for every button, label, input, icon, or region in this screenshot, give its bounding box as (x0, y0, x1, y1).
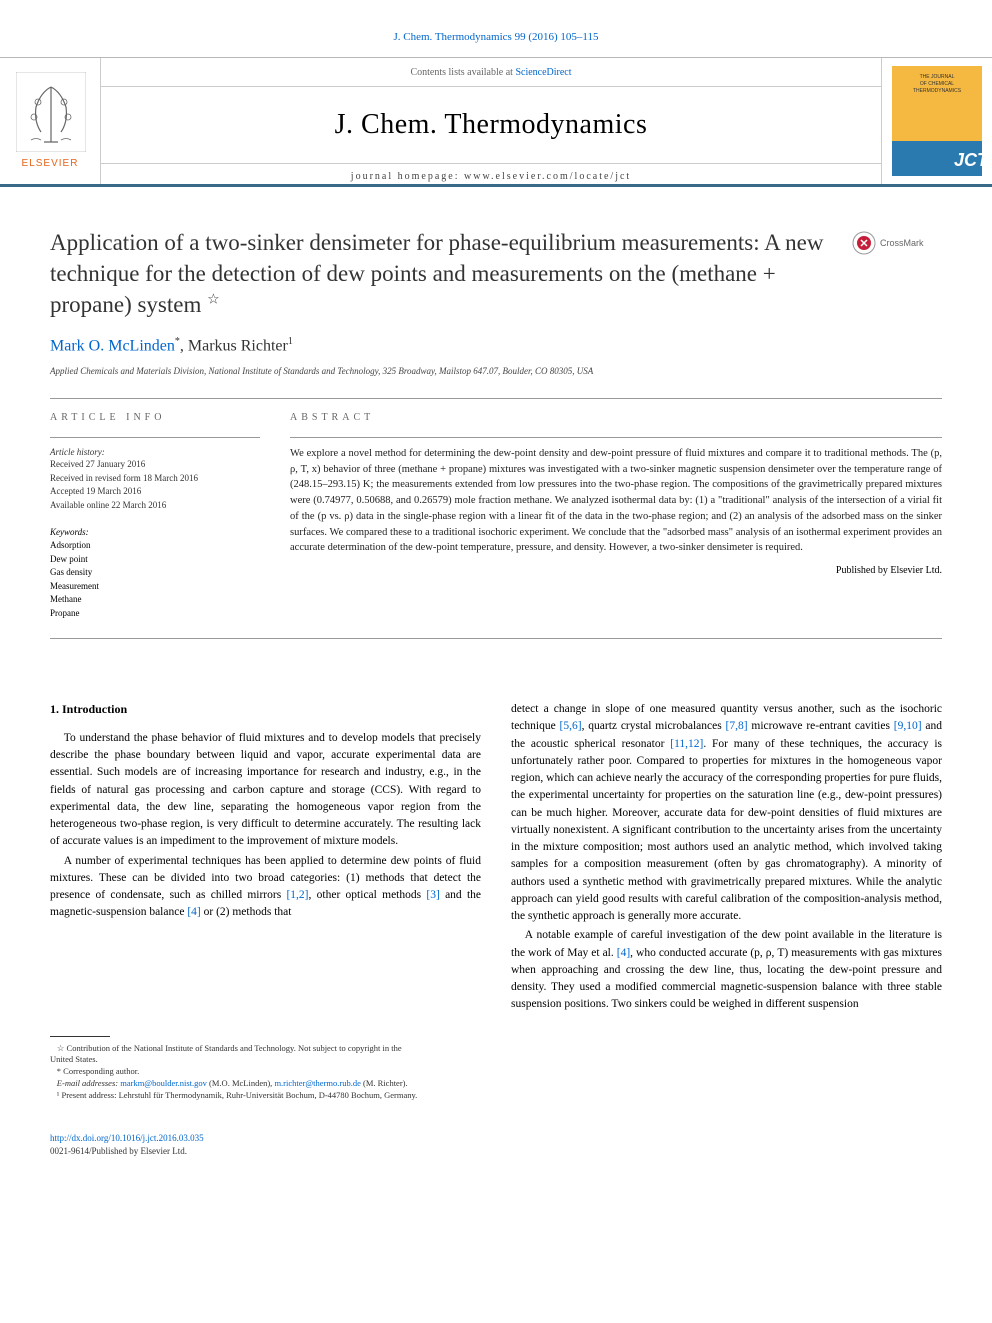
doi-section: http://dx.doi.org/10.1016/j.jct.2016.03.… (0, 1122, 992, 1187)
text: . For many of these techniques, the accu… (511, 738, 942, 923)
history-label: Article history: (50, 446, 260, 459)
abstract-divider (290, 437, 942, 438)
contents-prefix: Contents lists available at (410, 67, 515, 78)
text: or (2) methods that (201, 906, 292, 918)
homepage-url[interactable]: www.elsevier.com/locate/jct (464, 171, 631, 182)
header-center: Contents lists available at ScienceDirec… (100, 58, 882, 184)
text: (M.O. McLinden), (207, 1078, 275, 1088)
article-info: article info Article history: Received 2… (50, 411, 260, 620)
divider (50, 398, 942, 399)
body-columns: 1. Introduction To understand the phase … (0, 671, 992, 1036)
svg-text:THE JOURNAL: THE JOURNAL (920, 74, 955, 80)
crossmark-badge[interactable]: CrossMark (852, 231, 942, 260)
affiliation: Applied Chemicals and Materials Division… (50, 365, 942, 378)
intro-heading: 1. Introduction (50, 701, 481, 718)
body-para: To understand the phase behavior of flui… (50, 730, 481, 851)
elsevier-tree-icon (16, 72, 86, 152)
ref-link[interactable]: [9,10] (894, 720, 922, 732)
keywords-label: Keywords: (50, 526, 260, 539)
footnote-divider (50, 1036, 110, 1037)
footnotes: ☆ Contribution of the National Institute… (0, 1036, 476, 1122)
elsevier-label: ELSEVIER (16, 157, 84, 171)
history-item: Accepted 19 March 2016 (50, 485, 260, 499)
ref-link[interactable]: [4] (617, 947, 630, 959)
left-column: 1. Introduction To understand the phase … (50, 701, 481, 1016)
history-item: Received 27 January 2016 (50, 458, 260, 472)
text: (M. Richter). (361, 1078, 408, 1088)
info-divider (50, 437, 260, 438)
body-para: A notable example of careful investigati… (511, 927, 942, 1013)
info-abstract-row: article info Article history: Received 2… (50, 411, 942, 620)
footnote: * Corresponding author. (50, 1066, 426, 1078)
ref-link[interactable]: [1,2] (286, 889, 308, 901)
text: , other optical methods (309, 889, 427, 901)
keyword: Measurement (50, 580, 260, 594)
svg-text:OF CHEMICAL: OF CHEMICAL (920, 81, 954, 87)
contents-line: Contents lists available at ScienceDirec… (101, 66, 881, 87)
footnote: ¹ Present address: Lehrstuhl für Thermod… (50, 1090, 426, 1102)
right-column: detect a change in slope of one measured… (511, 701, 942, 1016)
keyword: Gas density (50, 566, 260, 580)
author-2-sup: 1 (288, 336, 293, 347)
keyword: Dew point (50, 553, 260, 567)
svg-text:JCT: JCT (954, 150, 982, 170)
footnote: ☆ Contribution of the National Institute… (50, 1043, 426, 1067)
bottom-divider (50, 638, 942, 639)
email-label: E-mail addresses: (57, 1078, 120, 1088)
article-header: CrossMark Application of a two-sinker de… (0, 187, 992, 671)
abstract-label: abstract (290, 411, 942, 425)
article-title: Application of a two-sinker densimeter f… (50, 227, 942, 320)
keyword: Propane (50, 607, 260, 621)
history-item: Available online 22 March 2016 (50, 499, 260, 513)
text: , quartz crystal microbalances (582, 720, 726, 732)
ref-link[interactable]: [4] (187, 906, 200, 918)
elsevier-logo[interactable]: ELSEVIER (0, 64, 100, 179)
published-by: Published by Elsevier Ltd. (290, 564, 942, 578)
ref-link[interactable]: [3] (426, 889, 439, 901)
journal-cover-icon: THE JOURNAL OF CHEMICAL THERMODYNAMICS J… (892, 66, 982, 176)
email-link[interactable]: markm@boulder.nist.gov (120, 1078, 207, 1088)
ref-link[interactable]: [7,8] (726, 720, 748, 732)
author-1[interactable]: Mark O. McLinden (50, 337, 175, 354)
svg-text:THERMODYNAMICS: THERMODYNAMICS (913, 88, 962, 94)
author-2: , Markus Richter (180, 337, 288, 354)
homepage-label: journal homepage: (351, 171, 464, 182)
abstract-text: We explore a novel method for determinin… (290, 446, 942, 556)
authors: Mark O. McLinden*, Markus Richter1 (50, 335, 942, 358)
sciencedirect-link[interactable]: ScienceDirect (515, 67, 571, 78)
doi-link[interactable]: http://dx.doi.org/10.1016/j.jct.2016.03.… (50, 1133, 204, 1143)
title-text: Application of a two-sinker densimeter f… (50, 230, 824, 317)
top-citation: J. Chem. Thermodynamics 99 (2016) 105–11… (0, 0, 992, 57)
citation-link[interactable]: J. Chem. Thermodynamics 99 (2016) 105–11… (393, 31, 598, 43)
homepage-line: journal homepage: www.elsevier.com/locat… (101, 163, 881, 184)
ref-link[interactable]: [5,6] (560, 720, 582, 732)
abstract: abstract We explore a novel method for d… (290, 411, 942, 620)
journal-header: ELSEVIER Contents lists available at Sci… (0, 57, 992, 187)
body-para: A number of experimental techniques has … (50, 853, 481, 922)
ref-link[interactable]: [11,12] (670, 738, 703, 750)
body-para: detect a change in slope of one measured… (511, 701, 942, 925)
keyword: Methane (50, 593, 260, 607)
copyright: 0021-9614/Published by Elsevier Ltd. (50, 1145, 942, 1158)
journal-name: J. Chem. Thermodynamics (101, 105, 881, 144)
title-footnote-star: ☆ (207, 293, 220, 308)
keyword: Adsorption (50, 539, 260, 553)
svg-text:CrossMark: CrossMark (880, 238, 924, 248)
text: microwave re-entrant cavities (748, 720, 894, 732)
history-item: Received in revised form 18 March 2016 (50, 472, 260, 486)
article-info-label: article info (50, 411, 260, 425)
footnote: E-mail addresses: markm@boulder.nist.gov… (50, 1078, 426, 1090)
email-link[interactable]: m.richter@thermo.rub.de (274, 1078, 360, 1088)
